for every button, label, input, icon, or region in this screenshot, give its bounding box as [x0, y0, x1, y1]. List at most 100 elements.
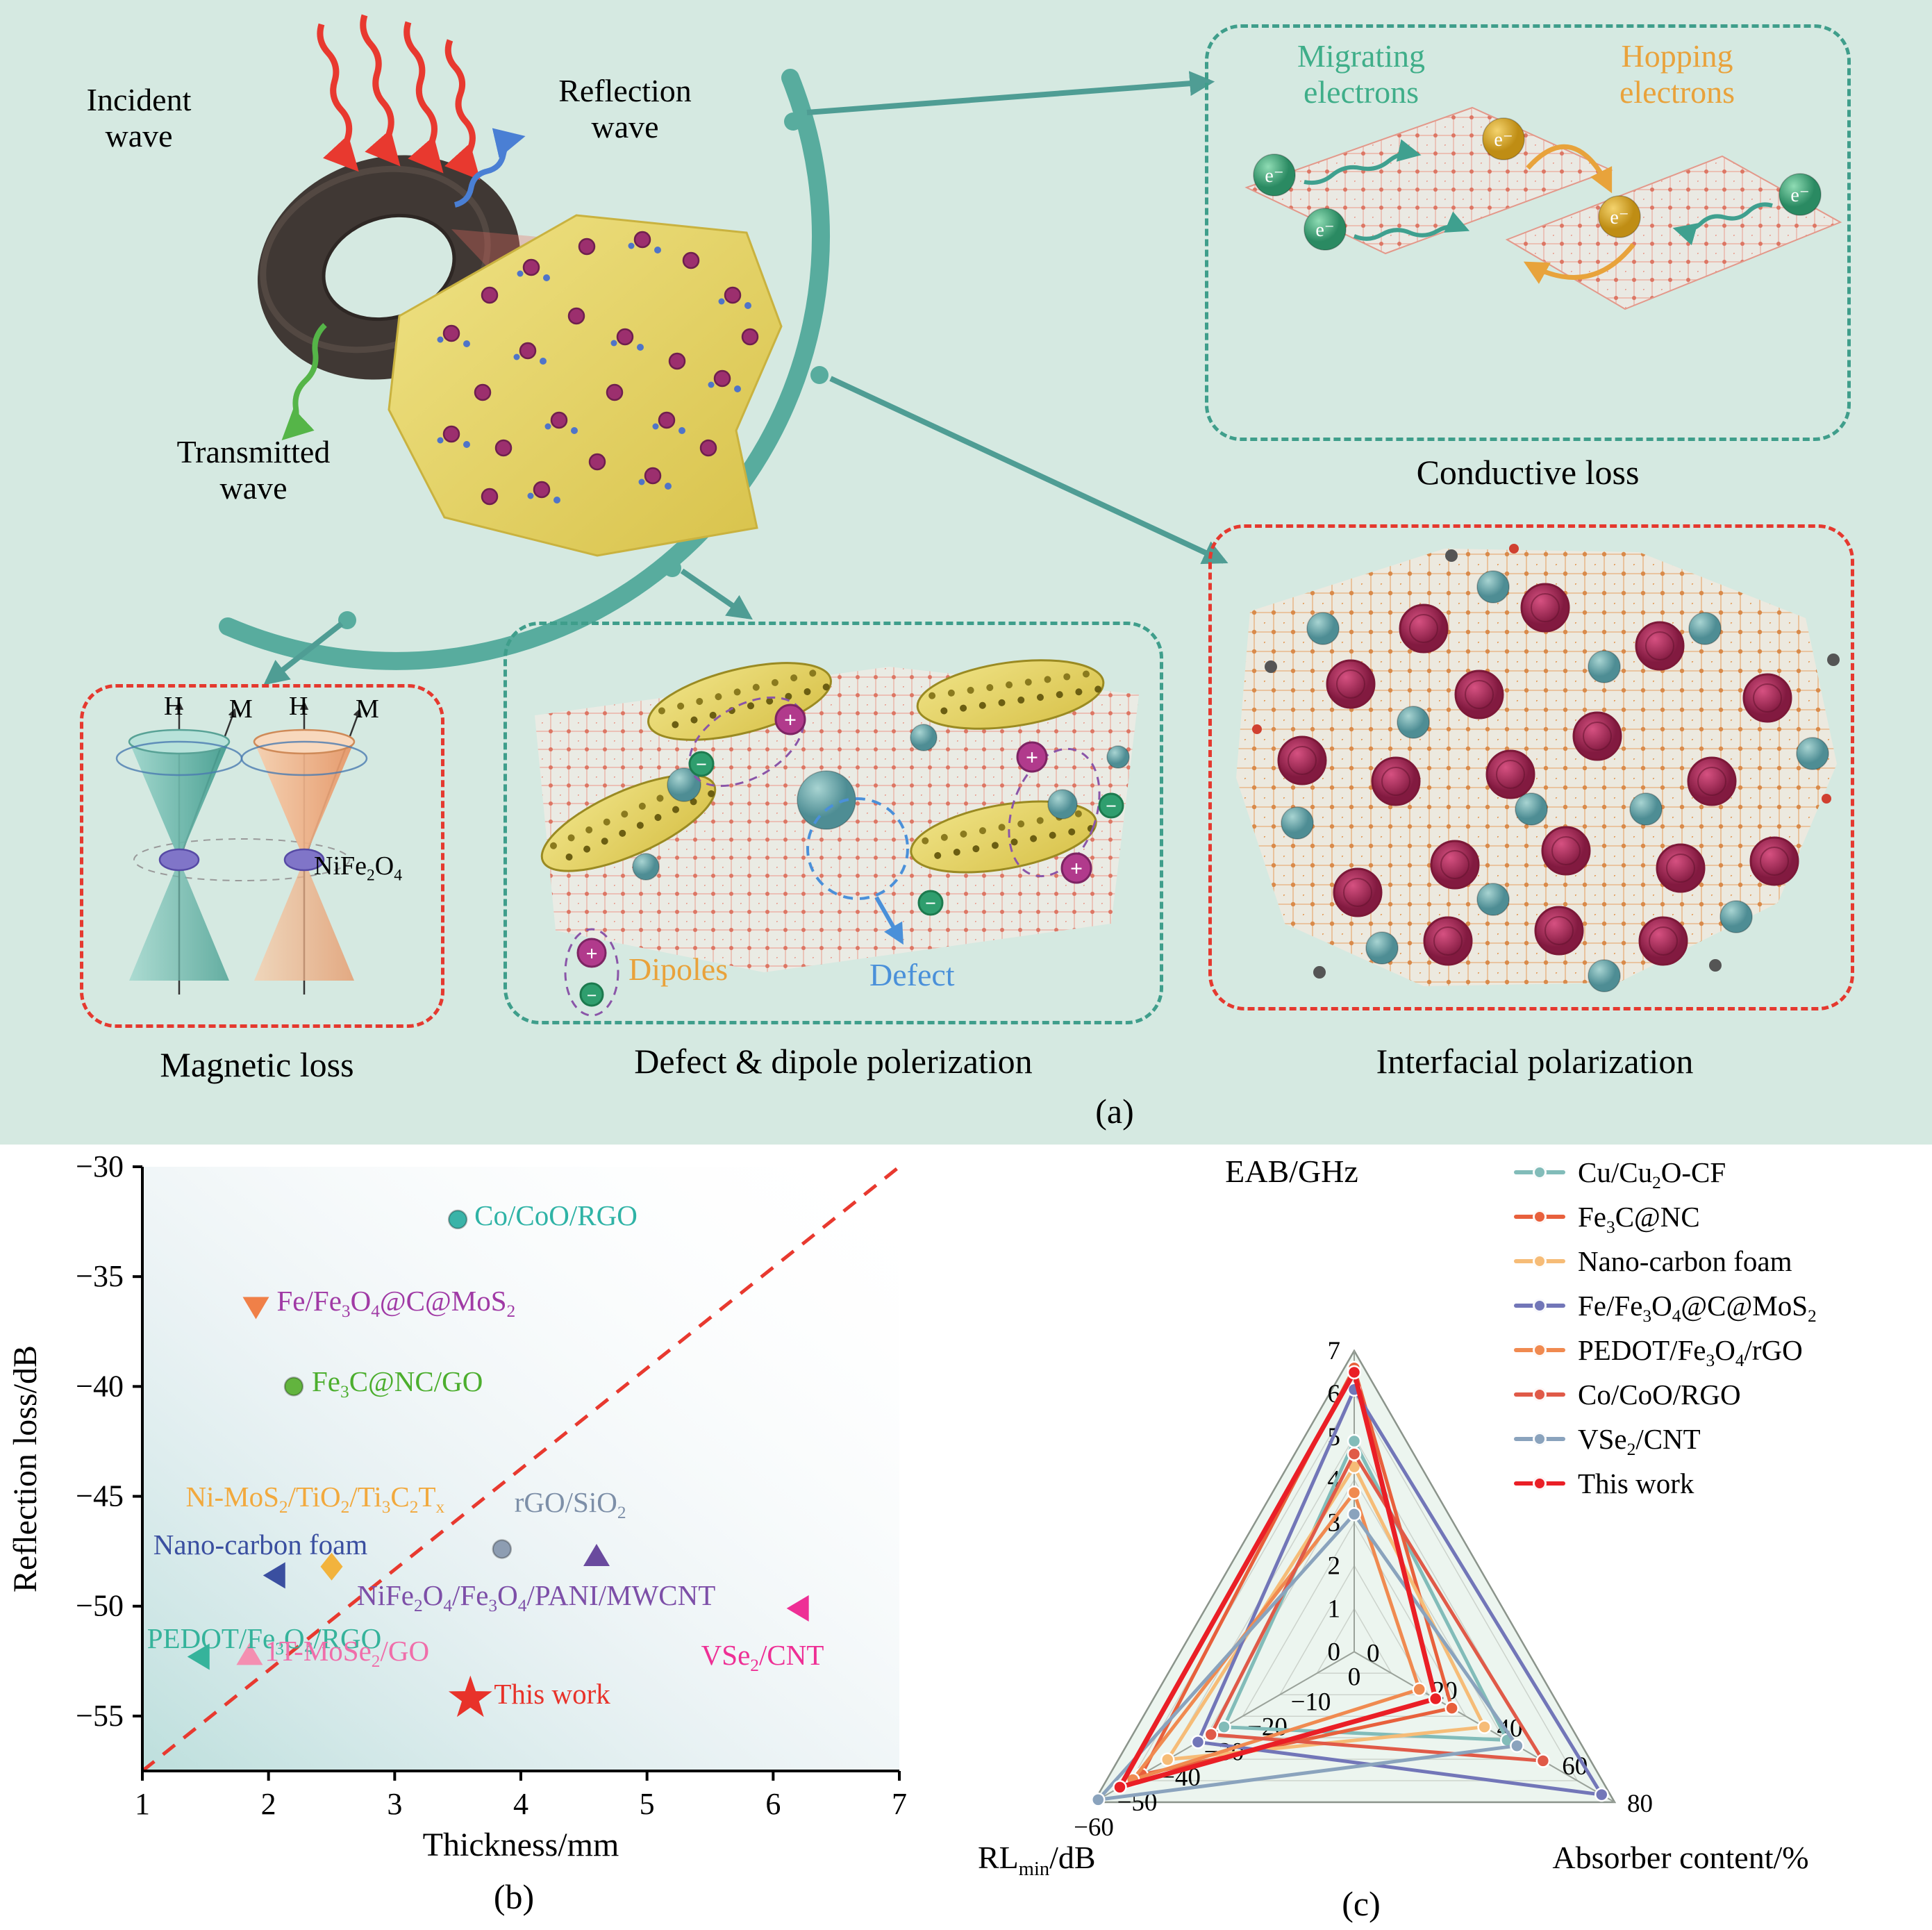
radar-gridline	[1279, 1564, 1430, 1695]
nanoparticle-cluster	[1333, 867, 1383, 917]
legend-label: Fe/Fe3O4@C@MoS2	[1578, 1290, 1817, 1326]
particle-dot	[633, 231, 651, 249]
legend-label: PEDOT/Fe3O4/rGO	[1578, 1334, 1803, 1371]
radar-series-point	[1412, 1682, 1426, 1697]
interfacial-polarization-box	[1208, 524, 1854, 1010]
precession-orbit	[240, 740, 368, 776]
legend-label: Fe3C@NC	[1578, 1201, 1700, 1238]
electron-symbol: e⁻	[1494, 129, 1513, 151]
metal-atom-sphere	[1688, 612, 1722, 645]
precession-cone	[254, 742, 354, 860]
metal-atom-sphere	[1719, 900, 1753, 933]
particle-dot	[724, 286, 742, 304]
radar-series-point	[1477, 1720, 1492, 1734]
radar-series-point	[1347, 1486, 1362, 1500]
svg-text:−: −	[696, 754, 707, 776]
scatter-point	[242, 1297, 269, 1320]
radar-series-line	[1196, 1388, 1604, 1797]
scatter-point	[583, 1543, 610, 1566]
radar-series-point	[1347, 1447, 1362, 1461]
electron-symbol: e⁻	[1610, 207, 1629, 228]
y-tick-label: −40	[76, 1369, 124, 1403]
svg-text:+: +	[1070, 856, 1083, 881]
radar-series-point	[1510, 1738, 1524, 1753]
svg-text:−: −	[587, 985, 597, 1006]
scatter-point	[786, 1595, 809, 1622]
panel-b-letter: (b)	[493, 1877, 535, 1916]
electron-symbol: e⁻	[1315, 219, 1334, 241]
legend-label: Co/CoO/RGO	[1578, 1379, 1741, 1411]
radar-gridline	[1204, 1479, 1504, 1738]
metal-atom-sphere	[667, 767, 701, 802]
migrating-electron-arrow	[1304, 139, 1422, 185]
particle-dot	[578, 238, 596, 256]
legend-marker-icon	[1514, 1299, 1565, 1313]
radar-gridline	[1242, 1522, 1467, 1717]
legend-marker-icon	[1514, 1388, 1565, 1401]
radar-tick-label: 0	[1348, 1663, 1361, 1691]
x-axis-title: Thickness/mm	[423, 1827, 619, 1863]
svg-text:−: −	[1106, 796, 1117, 817]
nanoparticle-cluster	[1742, 673, 1792, 723]
nanoparticle-cluster	[1423, 916, 1473, 966]
radar-series-point	[1535, 1754, 1551, 1768]
particle-dot	[644, 467, 662, 485]
metal-atom-sphere	[797, 770, 856, 830]
metal-atom-sphere	[1281, 806, 1314, 840]
radar-tick-label: 0	[1367, 1639, 1380, 1667]
radar-series-point	[1428, 1691, 1443, 1706]
metal-atom-sphere	[1588, 959, 1621, 992]
x-tick-label: 7	[892, 1787, 907, 1821]
nanoparticle-cluster	[1656, 843, 1706, 893]
migrating-electron-sphere	[1253, 153, 1296, 197]
nanoparticle-cluster	[1749, 836, 1799, 886]
hopping-electron-sphere	[1482, 117, 1525, 160]
positive-charge-icon	[576, 938, 607, 968]
particle-dot	[606, 383, 624, 401]
nife2o4-label: NiFe2O4	[314, 851, 403, 885]
particle-dot	[713, 369, 731, 388]
radar-series-point	[1190, 1735, 1206, 1749]
legend-item: Fe3C@NC	[1514, 1195, 1817, 1239]
particle-dot	[481, 488, 499, 506]
metal-atom-sphere	[1629, 792, 1663, 826]
defect-circle	[806, 797, 909, 900]
star-point	[448, 1675, 492, 1717]
migrating-electron-sphere	[1304, 208, 1347, 251]
x-tick-label: 3	[387, 1787, 402, 1821]
hopping-electron-arrow	[1523, 242, 1635, 284]
negative-charge-icon	[917, 890, 944, 916]
nanoparticle-cluster	[1572, 711, 1622, 761]
dipoles-label: Dipoles	[628, 951, 728, 987]
particle-dot	[522, 258, 540, 276]
spin-node	[283, 848, 325, 872]
scatter-point	[492, 1539, 512, 1559]
negative-charge-icon	[688, 751, 715, 777]
metal-atom-sphere	[1515, 792, 1548, 826]
metal-atom-sphere	[1588, 650, 1621, 683]
y-tick-label: −35	[76, 1259, 124, 1293]
metal-atom-sphere	[1397, 706, 1430, 739]
radar-legend: Cu/Cu2O-CF Fe3C@NC Nano-carbon foam Fe/Fe3O…	[1514, 1150, 1817, 1506]
legend-marker-icon	[1514, 1476, 1565, 1490]
transmitted-wave-arrow	[281, 323, 327, 441]
metal-atom-sphere	[1476, 570, 1510, 604]
particle-dot	[519, 342, 537, 360]
metal-atom-sphere	[632, 853, 660, 881]
particle-dot	[567, 307, 585, 325]
conductive-loss-caption: Conductive loss	[1416, 453, 1640, 492]
particle-dot	[682, 251, 700, 269]
legend-marker-icon	[1514, 1432, 1565, 1446]
panel-a-letter: (a)	[1095, 1092, 1134, 1131]
particle-dot	[474, 383, 492, 401]
y-axis-title: Reflection loss/dB	[7, 1345, 44, 1592]
particle-dot	[481, 286, 499, 304]
migrating-electron-sphere	[1779, 173, 1822, 216]
radar-series-point	[1444, 1701, 1459, 1715]
legend-item: Nano-carbon foam	[1514, 1239, 1817, 1283]
x-tick-label: 1	[135, 1787, 150, 1821]
connector-arrow	[680, 568, 753, 620]
scatter-point	[320, 1552, 343, 1581]
